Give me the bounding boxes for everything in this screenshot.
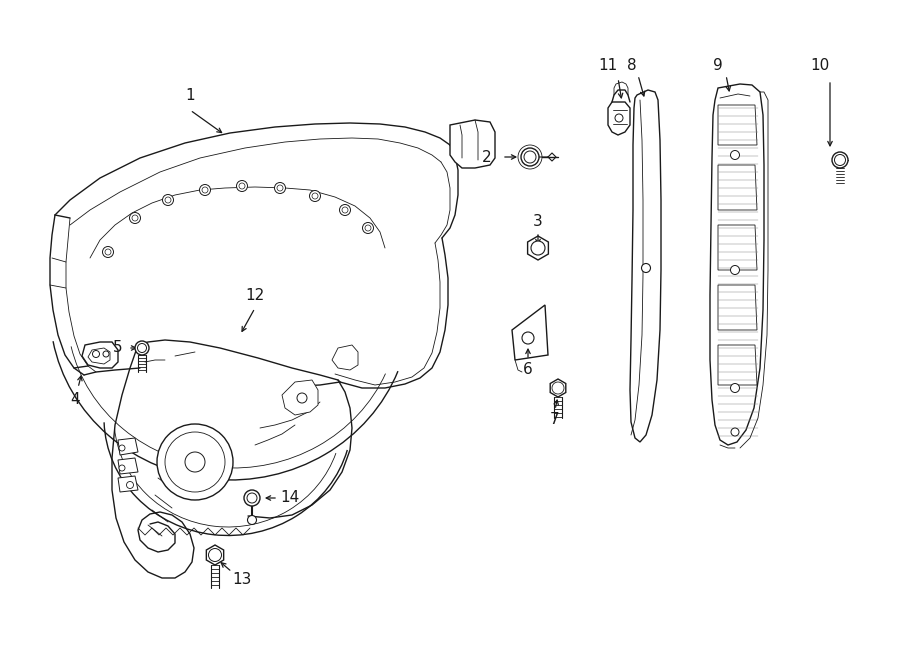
Circle shape [93,350,100,358]
Circle shape [209,549,221,561]
Text: 3: 3 [533,215,543,229]
Circle shape [138,344,147,352]
Polygon shape [88,348,110,364]
Circle shape [521,148,539,166]
Circle shape [731,151,740,159]
Polygon shape [718,225,757,270]
Circle shape [310,190,320,202]
Text: 9: 9 [713,58,723,73]
Polygon shape [118,458,138,474]
Circle shape [642,264,651,272]
Text: 2: 2 [482,149,491,165]
Text: 11: 11 [598,58,617,73]
Circle shape [237,180,248,192]
Text: 5: 5 [113,340,122,356]
Circle shape [524,151,536,163]
Circle shape [832,152,848,168]
Circle shape [731,266,740,274]
Circle shape [103,351,109,357]
Text: 10: 10 [810,58,830,73]
Circle shape [339,204,350,215]
Polygon shape [118,438,138,455]
Circle shape [127,481,133,488]
Circle shape [248,516,256,524]
Circle shape [239,183,245,189]
Text: 1: 1 [185,87,194,102]
Circle shape [552,382,564,394]
Circle shape [615,114,623,122]
Circle shape [157,424,233,500]
Circle shape [297,393,307,403]
Circle shape [165,197,171,203]
Polygon shape [608,102,630,135]
Circle shape [185,452,205,472]
Circle shape [731,383,740,393]
Text: 12: 12 [246,288,265,303]
Polygon shape [718,285,757,330]
Circle shape [119,445,125,451]
Text: 14: 14 [281,490,300,506]
Circle shape [277,185,283,191]
Circle shape [135,341,149,355]
Polygon shape [718,165,757,210]
Polygon shape [282,380,318,415]
Text: 13: 13 [232,572,252,588]
Circle shape [312,193,318,199]
Polygon shape [82,342,118,368]
Circle shape [105,249,111,255]
Polygon shape [332,345,358,370]
Circle shape [522,332,534,344]
Circle shape [731,428,739,436]
Circle shape [103,247,113,258]
Circle shape [365,225,371,231]
Circle shape [274,182,285,194]
Polygon shape [630,90,661,442]
Text: 4: 4 [70,393,80,407]
Polygon shape [512,305,548,360]
Circle shape [247,493,257,503]
Circle shape [200,184,211,196]
Circle shape [342,207,348,213]
Circle shape [244,490,260,506]
Circle shape [363,223,374,233]
Polygon shape [718,105,757,145]
Circle shape [834,155,845,165]
Circle shape [202,187,208,193]
Circle shape [165,432,225,492]
Circle shape [130,212,140,223]
Text: 7: 7 [550,412,560,428]
Polygon shape [118,476,138,492]
Text: 6: 6 [523,362,533,377]
Polygon shape [527,236,548,260]
Polygon shape [718,345,757,385]
Text: 8: 8 [627,58,637,73]
Circle shape [531,241,545,255]
Polygon shape [450,120,495,168]
Polygon shape [550,379,566,397]
Circle shape [119,465,125,471]
Circle shape [163,194,174,206]
Circle shape [132,215,138,221]
Polygon shape [710,84,764,445]
Polygon shape [206,545,224,565]
